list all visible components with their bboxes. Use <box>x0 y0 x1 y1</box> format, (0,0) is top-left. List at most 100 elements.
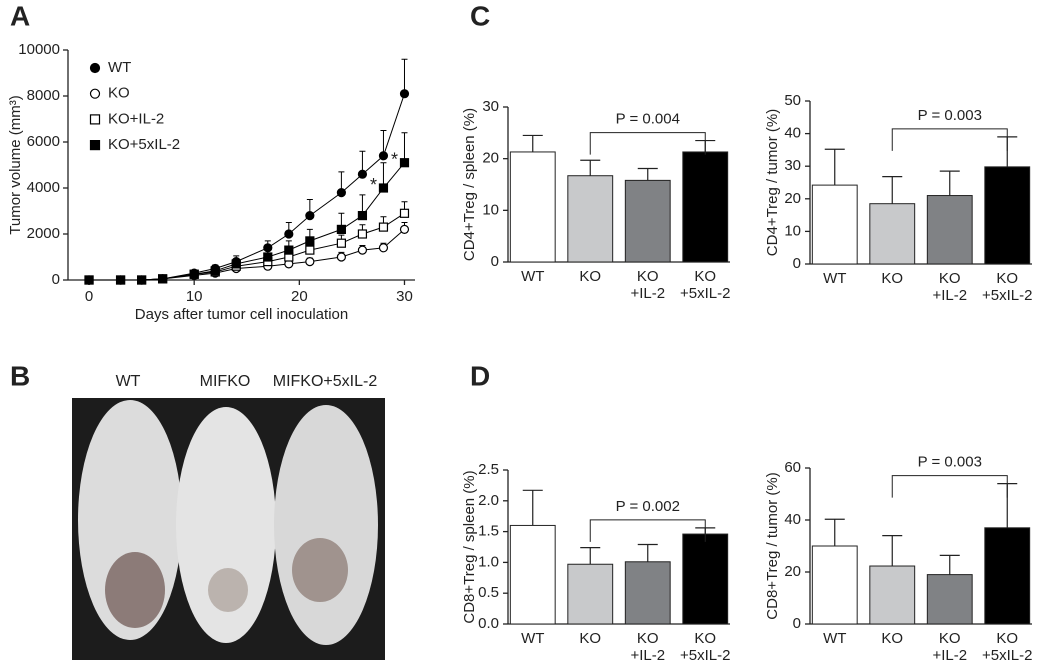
bar <box>926 574 973 625</box>
panel-letter: D <box>470 360 490 391</box>
y-tick-label: 40 <box>784 511 801 528</box>
x-tick-label: KO <box>996 630 1018 647</box>
x-tick-label: 10 <box>186 288 203 305</box>
series-line <box>89 212 405 281</box>
marker <box>231 259 241 269</box>
marker <box>357 229 368 239</box>
marker <box>305 245 315 255</box>
x-tick-label: KO <box>579 268 601 285</box>
legend-label: KO+IL-2 <box>108 110 164 127</box>
marker <box>158 274 168 284</box>
y-tick-label: 40 <box>784 125 801 142</box>
x-tick-label: KO <box>939 270 961 287</box>
marker <box>137 275 147 285</box>
y-tick-label: 0.0 <box>478 615 499 632</box>
marker <box>305 257 315 267</box>
photo-label: MIFKO <box>200 373 251 390</box>
marker <box>336 188 346 198</box>
error-bar <box>939 554 960 575</box>
panel-letter: B <box>10 360 30 391</box>
x-tick-label: +IL-2 <box>932 647 967 664</box>
bar <box>869 203 916 265</box>
x-tick-label: 30 <box>396 288 413 305</box>
bar <box>811 545 858 625</box>
marker <box>357 169 368 179</box>
x-tick-label: +5xIL-2 <box>680 285 730 302</box>
marker <box>284 229 294 239</box>
x-tick-label: KO <box>637 268 659 285</box>
x-tick-label: KO <box>881 270 903 287</box>
significance-bracket <box>589 519 706 542</box>
x-tick-label: KO <box>939 630 961 647</box>
bar <box>567 563 614 625</box>
x-tick-label: +IL-2 <box>630 647 665 664</box>
marker <box>210 266 220 276</box>
p-value: P = 0.002 <box>616 498 680 515</box>
marker <box>378 243 389 253</box>
y-tick-label: 2.5 <box>478 461 499 478</box>
panel-letter: C <box>470 0 490 31</box>
series-line <box>89 229 405 281</box>
x-tick-label: +5xIL-2 <box>982 647 1032 664</box>
marker <box>378 183 389 193</box>
y-tick-label: 60 <box>784 459 801 476</box>
y-tick-label: 2.0 <box>478 492 499 509</box>
marker <box>399 208 410 218</box>
y-tick-label: 1.0 <box>478 553 499 570</box>
marker <box>263 252 273 262</box>
error-bar <box>401 58 408 94</box>
y-tick-label: 50 <box>784 92 801 109</box>
x-axis-label: Days after tumor cell inoculation <box>135 306 348 323</box>
bar <box>682 151 729 263</box>
y-axis-label: Tumor volume (mm³) <box>7 95 24 234</box>
series-line <box>89 162 405 281</box>
x-tick-label: KO <box>579 630 601 647</box>
bar <box>509 151 556 263</box>
bar <box>984 166 1031 265</box>
error-bar <box>522 489 543 526</box>
y-tick-label: 2000 <box>27 225 60 242</box>
y-tick-label: 20 <box>482 150 499 167</box>
p-value: P = 0.004 <box>616 111 680 128</box>
y-tick-label: 6000 <box>27 133 60 150</box>
legend-marker <box>89 140 101 151</box>
error-bar <box>580 159 601 176</box>
bar <box>984 527 1031 625</box>
legend-marker <box>89 88 101 99</box>
error-bar <box>637 543 658 562</box>
marker <box>336 238 346 248</box>
bar <box>682 533 729 625</box>
legend-marker <box>89 114 101 125</box>
bar <box>624 561 671 625</box>
legend-marker <box>89 62 101 74</box>
error-bar <box>522 134 543 152</box>
bar <box>624 179 671 263</box>
x-tick-label: +IL-2 <box>630 285 665 302</box>
y-tick-label: 10 <box>784 222 801 239</box>
legend-label: KO+5xIL-2 <box>108 136 180 153</box>
error-bar <box>882 535 903 567</box>
x-tick-label: KO <box>694 630 716 647</box>
p-value: P = 0.003 <box>918 454 982 471</box>
marker <box>378 222 389 232</box>
photo-label: WT <box>116 373 141 390</box>
y-tick-label: 0.5 <box>478 584 499 601</box>
y-axis-label: CD4+Treg / spleen (%) <box>461 108 478 261</box>
y-tick-label: 0 <box>52 271 60 288</box>
marker <box>84 275 94 285</box>
marker <box>305 211 315 221</box>
significance-mark: * <box>391 149 398 169</box>
panel-letter: A <box>10 0 30 31</box>
bar <box>869 565 916 625</box>
marker <box>399 89 410 99</box>
bar <box>811 184 858 265</box>
y-tick-label: 8000 <box>27 87 60 104</box>
x-tick-label: +5xIL-2 <box>680 647 730 664</box>
y-tick-label: 1.5 <box>478 523 499 540</box>
significance-bracket <box>891 475 1008 498</box>
x-tick-label: WT <box>521 630 544 647</box>
x-tick-label: WT <box>521 268 544 285</box>
marker <box>357 211 368 221</box>
legend-label: WT <box>108 59 131 76</box>
y-tick-label: 4000 <box>27 179 60 196</box>
